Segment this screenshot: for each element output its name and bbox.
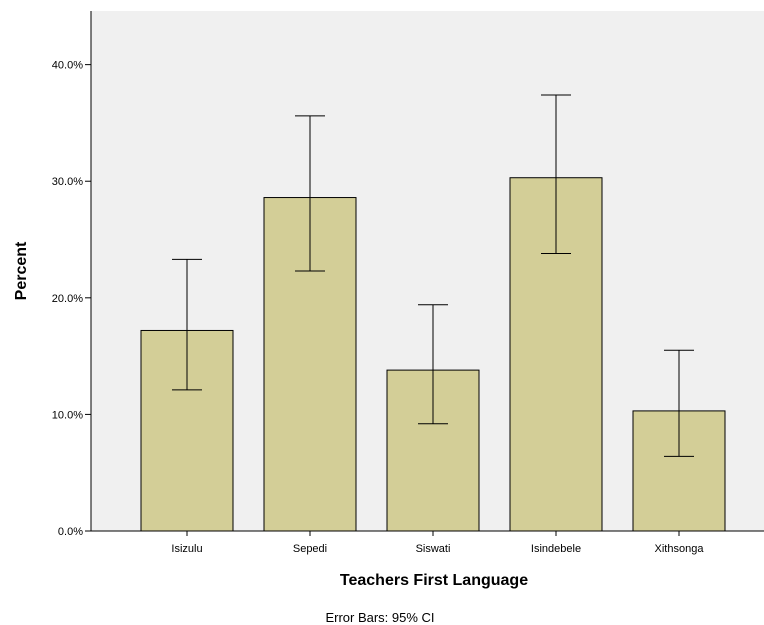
error-bars-note: Error Bars: 95% CI — [325, 610, 434, 625]
y-tick-label: 0.0% — [58, 526, 83, 538]
x-tick-label: Siswati — [416, 543, 451, 555]
y-tick-label: 20.0% — [52, 293, 83, 305]
y-tick-label: 10.0% — [52, 409, 83, 421]
x-axis-title: Teachers First Language — [340, 572, 528, 589]
x-tick-label: Isindebele — [531, 543, 581, 555]
y-tick-label: 30.0% — [52, 176, 83, 188]
y-tick-label: 40.0% — [52, 60, 83, 72]
x-tick-label: Xithsonga — [655, 543, 705, 555]
y-axis-title: Percent — [13, 241, 30, 300]
error-bars-group — [172, 94, 694, 457]
x-tick-label: Isizulu — [171, 543, 202, 555]
x-ticks-group: Isizulu Sepedi Siswati Isindebele Xithsonga — [171, 531, 704, 555]
x-tick-label: Sepedi — [293, 543, 327, 555]
bars-group — [140, 177, 726, 532]
y-ticks-group: 0.0% 10.0% 20.0% 30.0% 40.0% — [52, 60, 91, 538]
